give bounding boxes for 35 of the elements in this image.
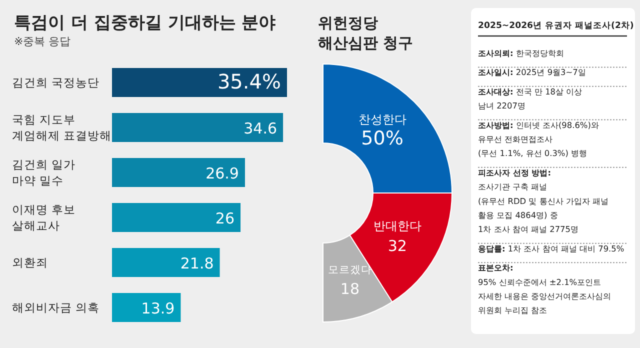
- y-tick-label: 해외비자금 의혹: [12, 300, 100, 314]
- text: 피조사자 선정 방법: 조사기관 구축 패널 (유무선 RDD 및 통신사 가입자 패널 활용 모집 4864명) 중 1차 조사 참여 패널 2775명: [478, 167, 609, 234]
- chart-subtitle: ※중복 응답: [14, 35, 71, 48]
- data-label: 32: [388, 237, 407, 256]
- text: 응답률: 1차 조사 참여 패널 대비 79.5%: [478, 243, 624, 254]
- data-label: 21.8: [180, 254, 214, 272]
- chart-title: 특검이 더 집중하길 기대하는 분야: [14, 13, 276, 33]
- data-label: 26: [215, 210, 235, 228]
- chart-title: 위헌정당 해산심판 청구: [318, 14, 414, 52]
- bar: [112, 293, 181, 322]
- slice-label: 반대한다: [373, 219, 422, 234]
- y-tick-label: 국힘 지도부 계엄해제 표결방해: [12, 112, 112, 142]
- text: 조사대상: 전국 만 18살 이상 남녀 2207명: [478, 86, 582, 111]
- y-tick-label: 김건희 일가 마약 밀수: [12, 158, 76, 188]
- slice-label: 모르겠다: [328, 264, 372, 276]
- y-tick-label: 이재명 후보 살해교사: [12, 202, 76, 232]
- text: 표본오차: 95% 신뢰수준에서 ±2.1%포인트 자세한 내용은 중앙선거여론조사심의 위원회 누리집 참조: [478, 262, 612, 316]
- text: 조사방법: 인터넷 조사(98.6%)와 유무선 전화면접조사 (무선 1.1%, 유선 0.3%) 병행: [478, 120, 599, 158]
- data-label: 13.9: [141, 300, 175, 318]
- data-label: 18: [340, 280, 360, 298]
- bar: [112, 248, 220, 277]
- y-tick-label: 김건희 국정농단: [12, 76, 100, 90]
- text: 조사의뢰: 한국정당학회: [478, 48, 564, 58]
- bar: [112, 113, 284, 142]
- slice-label: 찬성한다: [358, 112, 406, 127]
- y-tick-label: 외환죄: [12, 256, 48, 270]
- data-label: 26.9: [206, 164, 239, 182]
- bar: [112, 68, 287, 97]
- text: 조사일시: 2025년 9월3~7일: [478, 67, 586, 78]
- text: 2025~2026년 유권자 패널조사(2차): [478, 21, 634, 31]
- bar: [112, 158, 245, 187]
- data-label: 34.6: [244, 120, 278, 138]
- data-label: 50%: [361, 128, 404, 150]
- data-label: 35.4%: [217, 70, 281, 94]
- bar: [112, 203, 241, 232]
